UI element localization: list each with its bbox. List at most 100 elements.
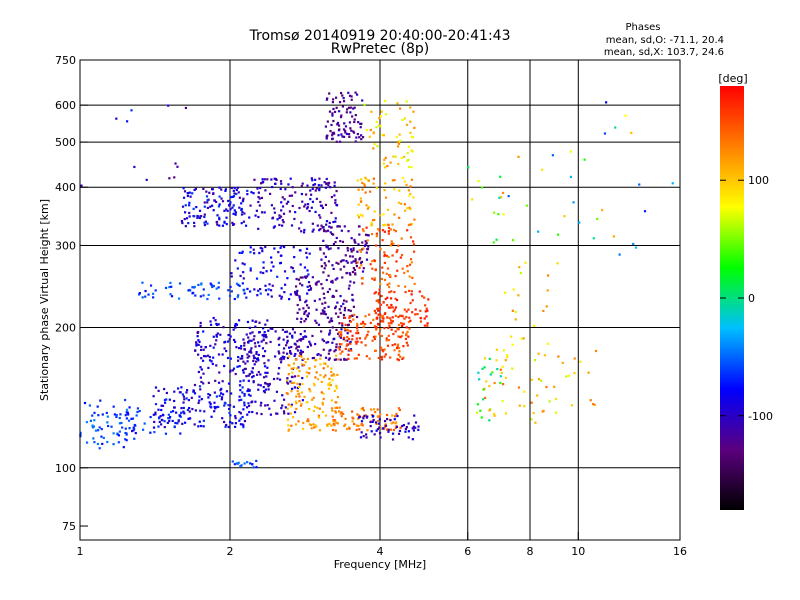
echo-point xyxy=(308,407,311,411)
echo-point xyxy=(409,192,412,196)
echo-point xyxy=(163,398,167,402)
echo-point xyxy=(196,335,199,338)
echo-point xyxy=(136,410,139,414)
echo-point xyxy=(338,322,341,325)
echo-point xyxy=(290,266,293,269)
echo-point xyxy=(348,135,351,138)
echo-point xyxy=(217,323,220,326)
echo-point xyxy=(304,203,307,206)
echo-point xyxy=(349,330,352,333)
echo-point xyxy=(399,335,402,339)
echo-point xyxy=(278,343,281,346)
echo-point xyxy=(183,190,187,193)
echo-point xyxy=(337,410,341,413)
echo-point xyxy=(295,358,298,361)
echo-point xyxy=(273,177,276,180)
echo-point xyxy=(334,429,337,432)
echo-point xyxy=(380,355,383,359)
echo-point xyxy=(218,203,221,206)
echo-point xyxy=(219,389,222,392)
echo-point xyxy=(223,404,226,407)
echo-point xyxy=(301,399,304,402)
echo-point xyxy=(110,425,113,428)
echo-point xyxy=(191,407,194,411)
echo-point xyxy=(277,372,280,375)
echo-point xyxy=(202,330,205,333)
echo-point xyxy=(378,291,381,295)
echo-point xyxy=(267,385,270,388)
echo-point xyxy=(171,410,175,413)
echo-point xyxy=(346,261,349,264)
echo-point xyxy=(384,223,387,226)
echo-point xyxy=(361,248,364,251)
echo-point xyxy=(293,331,296,334)
echo-point xyxy=(170,295,174,298)
echo-point xyxy=(263,330,266,334)
echo-point xyxy=(91,424,94,427)
echo-point xyxy=(317,416,321,419)
echo-point xyxy=(392,155,395,158)
echo-point xyxy=(257,200,260,204)
echo-point xyxy=(220,188,223,191)
echo-point xyxy=(118,430,121,433)
echo-point xyxy=(200,368,203,371)
echo-point xyxy=(335,406,339,409)
echo-point xyxy=(241,423,244,426)
echo-point xyxy=(373,143,376,146)
echo-point xyxy=(241,199,245,202)
echo-point xyxy=(331,101,335,104)
echo-point xyxy=(332,267,335,271)
echo-point xyxy=(187,417,190,420)
echo-point xyxy=(545,385,548,389)
echo-point xyxy=(479,409,482,412)
echo-point xyxy=(257,289,260,292)
echo-point xyxy=(195,206,198,209)
echo-point xyxy=(329,384,332,387)
echo-point xyxy=(392,310,395,313)
echo-point xyxy=(160,423,163,426)
echo-point xyxy=(259,182,263,185)
echo-point xyxy=(281,404,284,407)
echo-point xyxy=(322,229,326,233)
echo-point xyxy=(322,239,325,242)
echo-point xyxy=(407,436,410,439)
echo-point xyxy=(203,205,206,208)
echo-point xyxy=(364,191,367,194)
echo-point xyxy=(395,260,398,263)
echo-point xyxy=(365,416,368,419)
echo-point xyxy=(253,335,256,338)
echo-point xyxy=(351,420,354,423)
echo-point xyxy=(232,328,235,331)
echo-point xyxy=(406,207,409,210)
echo-point xyxy=(199,424,203,428)
echo-point xyxy=(387,430,390,433)
echo-point xyxy=(351,334,354,337)
echo-point xyxy=(200,345,203,348)
echo-point xyxy=(282,351,285,354)
echo-point xyxy=(498,196,501,199)
echo-point xyxy=(243,367,246,371)
echo-point xyxy=(242,408,245,411)
echo-point xyxy=(119,413,122,416)
echo-point xyxy=(342,302,345,305)
echo-point xyxy=(247,404,251,407)
echo-point xyxy=(349,320,353,323)
echo-point xyxy=(366,207,369,210)
echo-point xyxy=(202,294,205,297)
echo-point xyxy=(260,340,263,343)
echo-point xyxy=(242,271,245,274)
echo-point xyxy=(236,267,239,270)
echo-point xyxy=(374,411,377,414)
echo-point xyxy=(338,345,341,348)
echo-point xyxy=(337,110,341,113)
echo-point xyxy=(331,114,334,117)
echo-point xyxy=(389,228,392,231)
echo-point xyxy=(361,320,365,324)
echo-point xyxy=(229,414,232,417)
echo-point xyxy=(89,419,93,422)
echo-point xyxy=(286,379,289,382)
echo-point xyxy=(290,367,293,370)
echo-point xyxy=(303,312,306,316)
echo-point xyxy=(125,433,128,436)
echo-point xyxy=(324,356,328,359)
